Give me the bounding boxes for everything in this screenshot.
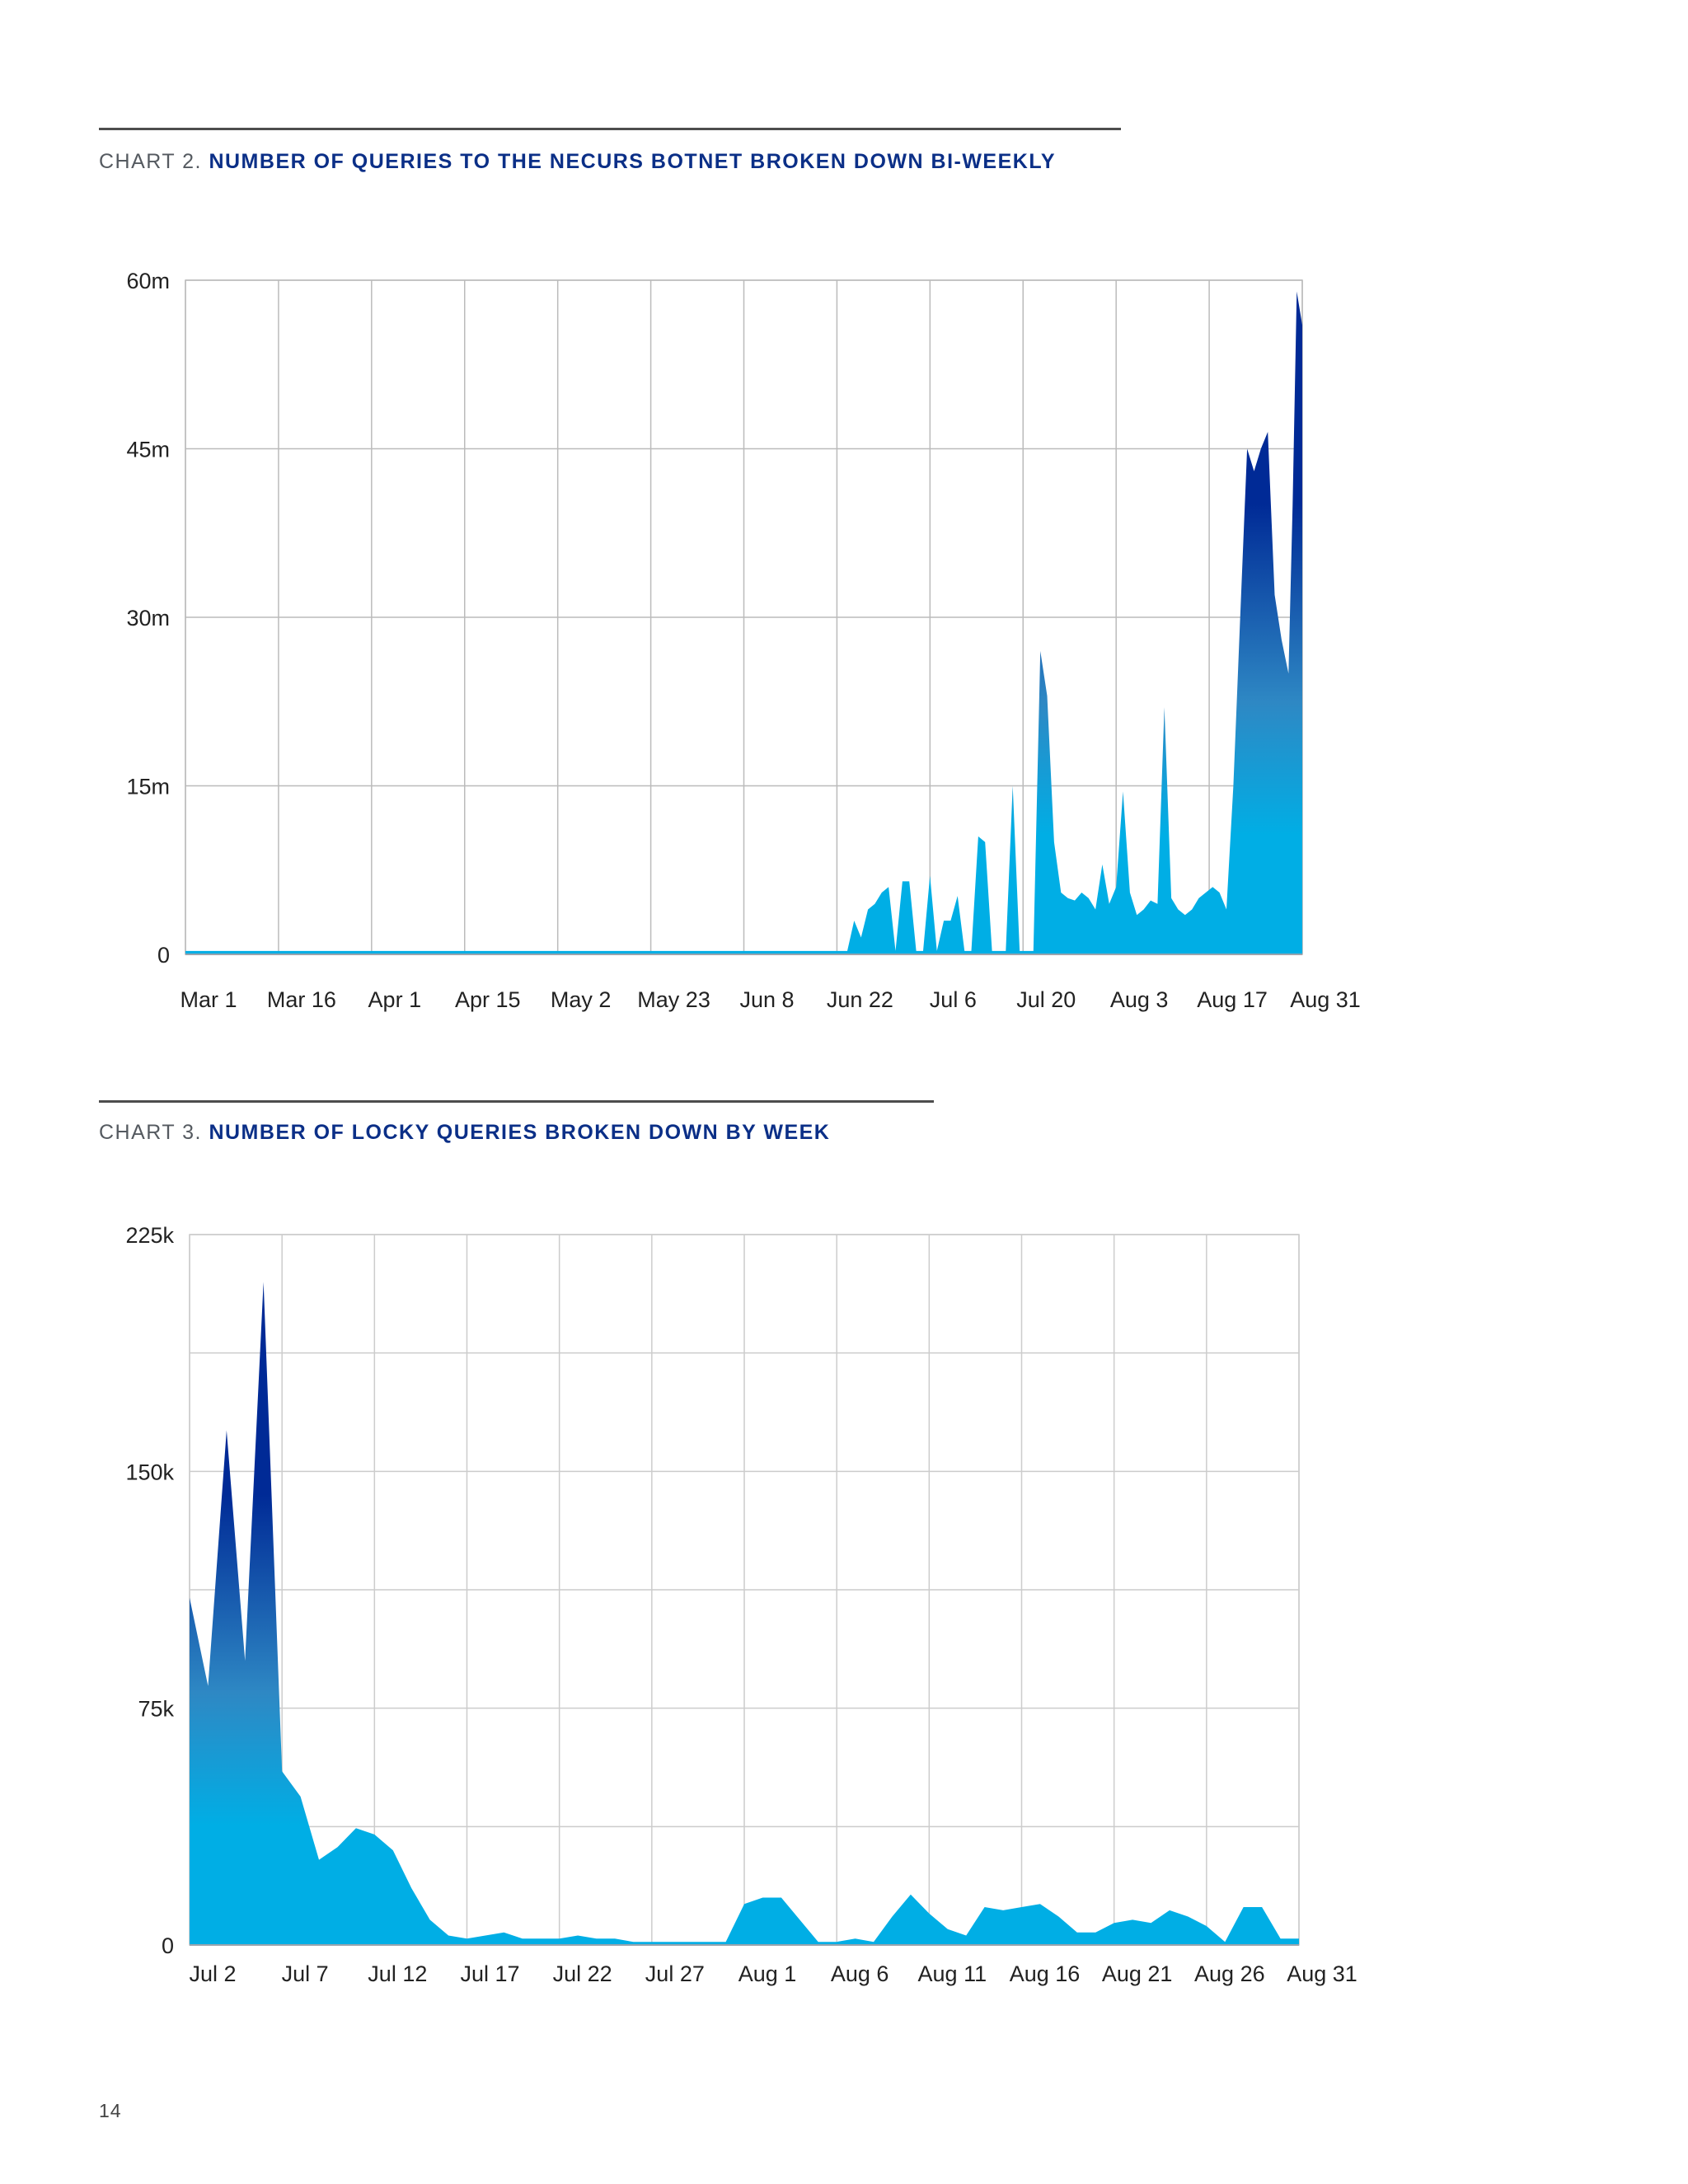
x-tick-label: Jul 22 [553, 1961, 612, 1986]
x-tick-label: Jul 27 [645, 1961, 705, 1986]
x-tick-label: Mar 1 [180, 987, 237, 1012]
y-tick-label: 75k [138, 1697, 174, 1722]
x-tick-label: Jul 17 [460, 1961, 519, 1986]
y-tick-label: 15m [126, 775, 170, 799]
chart-3-title: NUMBER OF LOCKY QUERIES BROKEN DOWN BY W… [209, 1121, 831, 1144]
x-tick-label: Aug 6 [831, 1961, 889, 1986]
x-tick-label: May 2 [551, 987, 612, 1012]
y-tick-label: 150k [125, 1460, 174, 1484]
x-tick-label: Mar 16 [267, 987, 336, 1012]
chart-2-rule [99, 128, 1121, 130]
page-number: 14 [99, 2100, 122, 2121]
chart-3-prefix: CHART 3. [99, 1121, 209, 1144]
x-tick-label: Jul 12 [368, 1961, 427, 1986]
y-tick-label: 0 [162, 1933, 174, 1958]
x-tick-label: Aug 31 [1287, 1961, 1357, 1986]
y-tick-label: 30m [126, 606, 170, 630]
chart-2-heading: CHART 2. NUMBER OF QUERIES TO THE NECURS… [99, 150, 1056, 174]
chart-2-necurs-queries: 0 15m 30m 45m 60m Mar 1 Mar 16 Apr 1 Apr 15 May 2… [126, 269, 1361, 1012]
y-tick-label: 45m [126, 438, 170, 462]
x-tick-label: Aug 21 [1102, 1961, 1173, 1986]
x-tick-label: Jul 2 [189, 1961, 236, 1986]
x-tick-label: Jul 6 [930, 987, 977, 1012]
x-tick-label: Apr 15 [455, 987, 521, 1012]
x-tick-label: Aug 26 [1194, 1961, 1265, 1986]
chart-2-prefix: CHART 2. [99, 150, 209, 173]
x-tick-label: Apr 1 [368, 987, 422, 1012]
chart-3-locky-queries: 0 75k 150k 225k Jul 2 Jul 7 Jul 12 Jul 17 Jul 22… [125, 1223, 1357, 1986]
chart-2-title: NUMBER OF QUERIES TO THE NECURS BOTNET B… [209, 150, 1056, 173]
x-tick-label: Aug 3 [1110, 987, 1169, 1012]
y-tick-label: 225k [125, 1223, 174, 1248]
x-tick-label: Jul 7 [282, 1961, 329, 1986]
chart-3-rule [99, 1100, 934, 1103]
x-tick-label: Aug 11 [918, 1961, 987, 1986]
y-tick-label: 60m [126, 269, 170, 293]
area-series-0 [190, 1282, 1299, 1945]
chart-3-heading: CHART 3. NUMBER OF LOCKY QUERIES BROKEN … [99, 1121, 830, 1145]
x-tick-label: Aug 17 [1197, 987, 1268, 1012]
x-tick-label: May 23 [637, 987, 710, 1012]
y-tick-label: 0 [157, 943, 170, 968]
x-tick-label: Jul 20 [1016, 987, 1076, 1012]
x-tick-label: Aug 31 [1290, 987, 1361, 1012]
x-tick-label: Aug 1 [738, 1961, 797, 1986]
x-tick-label: Jun 22 [827, 987, 893, 1012]
x-tick-label: Jun 8 [739, 987, 794, 1012]
x-tick-label: Aug 16 [1010, 1961, 1081, 1986]
